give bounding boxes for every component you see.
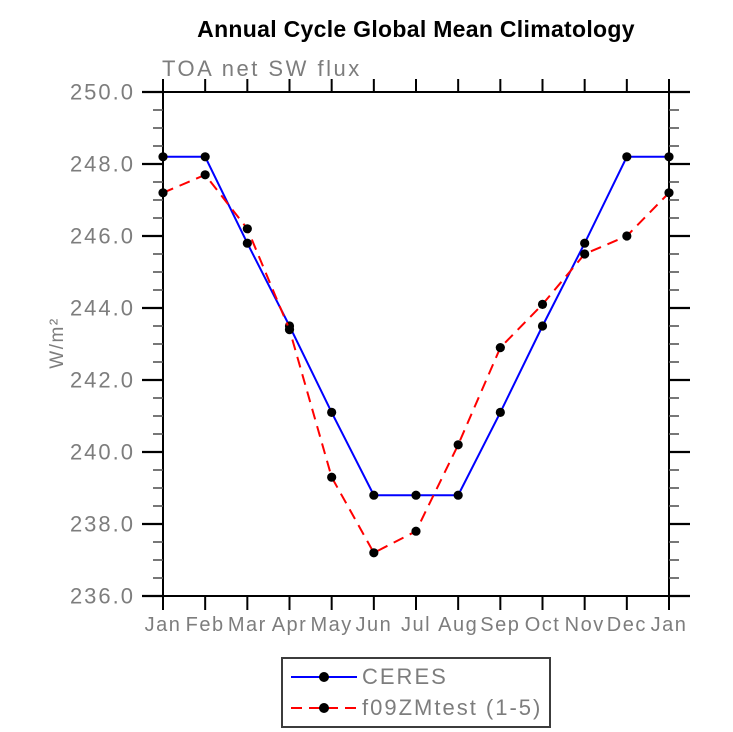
- x-tick-label: Jan: [651, 614, 688, 636]
- x-tick-label: Mar: [228, 614, 267, 636]
- y-tick-label: 250.0: [70, 80, 135, 105]
- data-point: [453, 440, 463, 450]
- data-point: [158, 188, 168, 198]
- data-point: [284, 325, 295, 335]
- y-tick-label: 248.0: [70, 152, 135, 177]
- data-point: [327, 472, 337, 482]
- data-point: [622, 231, 632, 241]
- data-point: [411, 490, 421, 500]
- x-tick-label: May: [311, 614, 353, 636]
- data-point: [580, 249, 590, 259]
- legend-line-solid-icon: [291, 671, 357, 682]
- y-tick-label: 236.0: [70, 584, 135, 609]
- chart-subtitle: TOA net SW flux: [162, 56, 362, 81]
- data-point: [158, 152, 168, 162]
- data-point: [495, 343, 505, 353]
- y-tick-label: 238.0: [70, 512, 135, 537]
- y-tick-label: 244.0: [70, 296, 135, 321]
- data-point: [242, 224, 252, 234]
- data-point: [664, 152, 674, 162]
- chart-title: Annual Cycle Global Mean Climatology: [197, 16, 635, 42]
- axis-frame: [162, 91, 670, 597]
- data-point: [537, 299, 548, 309]
- legend-label-f09zmtest: f09ZMtest (1-5): [362, 695, 543, 721]
- data-point: [327, 407, 337, 417]
- data-point: [580, 238, 590, 248]
- data-point: [200, 152, 210, 162]
- legend-line-dashed-icon: [291, 703, 357, 714]
- x-tick-label: Feb: [186, 614, 225, 636]
- legend-row-f09zmtest: f09ZMtest (1-5): [287, 693, 549, 723]
- data-point: [495, 407, 505, 417]
- data-point: [622, 152, 632, 162]
- data-point: [200, 170, 210, 180]
- x-tick-label: Nov: [565, 614, 605, 636]
- x-tick-label: Apr: [272, 614, 308, 636]
- y-tick-label: 246.0: [70, 224, 135, 249]
- series-line-0: [163, 155, 669, 497]
- data-point: [369, 490, 379, 500]
- x-tick-label: Dec: [607, 614, 647, 636]
- x-tick-label: Aug: [438, 614, 478, 636]
- data-point: [537, 321, 548, 331]
- legend: CERES f09ZMtest (1-5): [281, 657, 551, 728]
- y-tick-label: 240.0: [70, 440, 135, 465]
- legend-row-ceres: CERES: [287, 662, 549, 692]
- x-tick-label: Jun: [355, 614, 392, 636]
- y-tick-label: 242.0: [70, 368, 135, 393]
- data-point: [664, 188, 674, 198]
- data-point: [453, 490, 463, 500]
- data-point: [411, 526, 421, 536]
- x-tick-label: Jan: [145, 614, 182, 636]
- legend-label-ceres: CERES: [362, 663, 448, 689]
- data-point: [369, 548, 379, 558]
- x-tick-label: Sep: [480, 614, 520, 636]
- x-tick-label: Jul: [401, 614, 431, 636]
- data-point: [242, 238, 252, 248]
- x-tick-label: Oct: [525, 614, 561, 636]
